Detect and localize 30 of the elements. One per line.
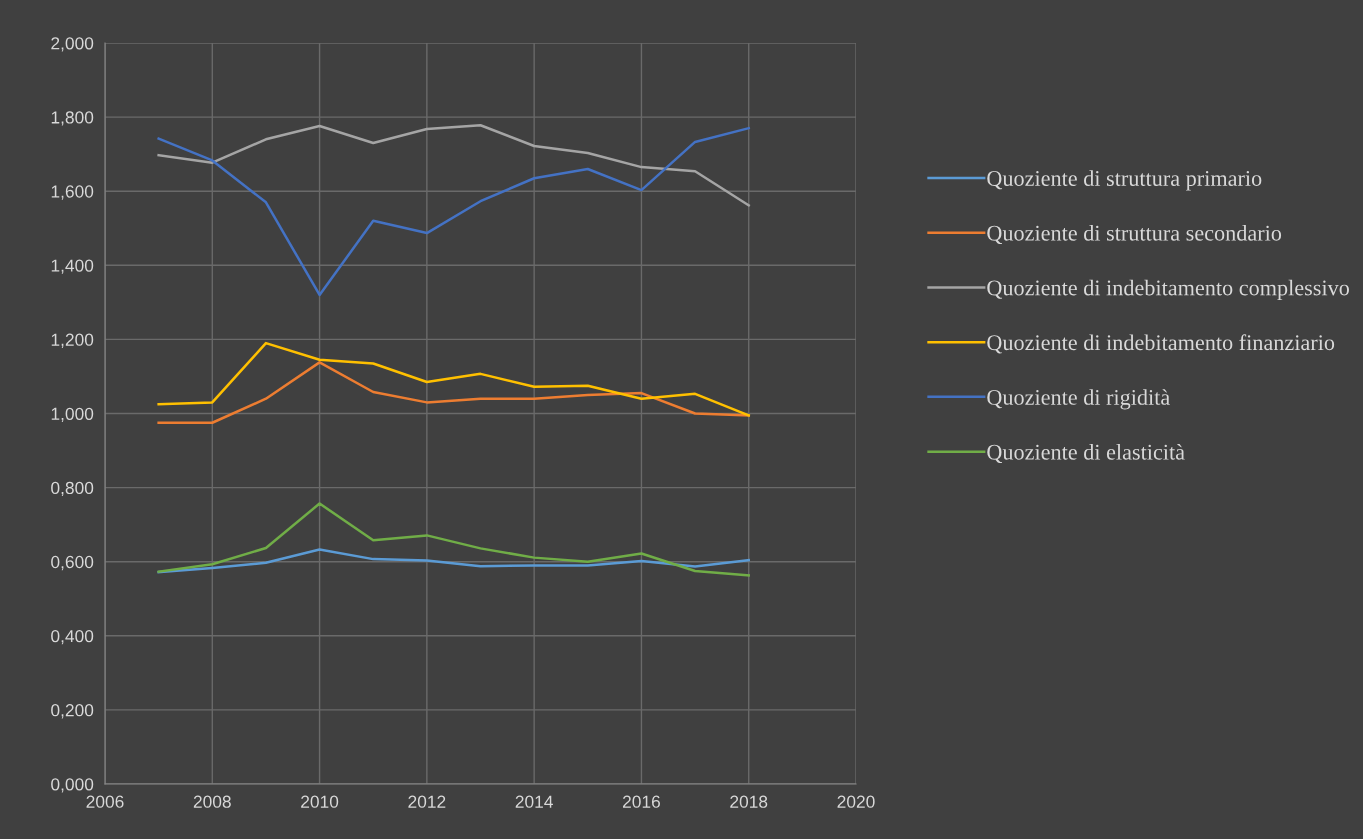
legend-label: Quoziente di indebitamento complessivo bbox=[987, 279, 1349, 300]
x-tick-label: 2014 bbox=[515, 795, 553, 808]
y-tick-label: 1,000 bbox=[51, 407, 94, 423]
y-tick-label: 0,400 bbox=[51, 629, 94, 645]
x-tick-label: 2008 bbox=[193, 795, 231, 808]
legend-label: Quoziente di struttura primario bbox=[987, 170, 1262, 191]
y-tick-label: 0,800 bbox=[51, 481, 94, 497]
x-tick-label: 2016 bbox=[622, 795, 660, 808]
line-series bbox=[157, 502, 750, 577]
y-tick-label: 1,600 bbox=[51, 185, 94, 200]
line-series bbox=[157, 126, 750, 297]
y-tick-label: 0,600 bbox=[51, 555, 94, 571]
y-tick-label: 2,000 bbox=[51, 37, 94, 52]
y-tick-label: 0,000 bbox=[51, 778, 94, 793]
legend-label: Quoziente di rigidità bbox=[987, 389, 1170, 410]
line-series bbox=[157, 361, 750, 425]
legend-label: Quoziente di elasticità bbox=[987, 443, 1185, 464]
y-tick-label: 0,200 bbox=[51, 704, 94, 719]
legend-label: Quoziente di indebitamento finanziario bbox=[987, 334, 1335, 354]
legend-label: Quoziente di struttura secondario bbox=[987, 225, 1282, 245]
x-tick-label: 2018 bbox=[730, 795, 768, 808]
y-tick-label: 1,400 bbox=[51, 259, 94, 274]
y-tick-label: 1,200 bbox=[51, 333, 94, 348]
y-tick-label: 1,800 bbox=[51, 111, 94, 126]
line-series bbox=[157, 124, 750, 207]
line-series bbox=[157, 341, 750, 417]
x-tick-label: 2020 bbox=[837, 795, 875, 808]
x-tick-label: 2010 bbox=[301, 795, 339, 808]
x-tick-label: 2012 bbox=[408, 795, 446, 808]
x-tick-label: 2006 bbox=[86, 795, 124, 808]
